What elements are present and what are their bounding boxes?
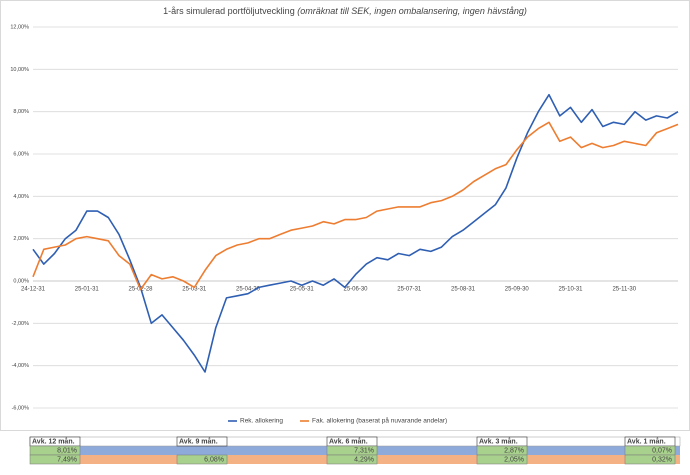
header-text: Avk. 1 mån.: [627, 437, 666, 445]
x-tick-label: 25-04-30: [236, 287, 261, 293]
x-tick-label: 25-06-30: [343, 287, 368, 293]
x-tick-label: 25-01-31: [75, 287, 100, 293]
value-cell: [326, 454, 378, 465]
header-text: Avk. 3 mån.: [479, 437, 518, 445]
y-tick-label: -2,00%: [12, 321, 30, 327]
value-text: 0,32%: [652, 456, 672, 463]
value-cell: [29, 454, 81, 465]
header-text: Avk. 12 mån.: [32, 437, 75, 445]
x-tick-label: 25-11-30: [612, 287, 636, 293]
x-tick-label: 25-07-31: [397, 287, 422, 293]
value-text: 4,29%: [354, 456, 374, 463]
header-cell: [176, 436, 228, 447]
value-text: 2,05%: [504, 456, 524, 463]
series-line: [32, 121, 679, 291]
y-tick-label: 6,00%: [13, 151, 29, 157]
y-tick-label: -4,00%: [12, 363, 30, 369]
x-tick-label: 25-10-31: [558, 287, 583, 293]
chart-frame: [0, 0, 690, 431]
y-tick-label: 2,00%: [13, 236, 29, 242]
title-main: 1-års simulerad portföljutveckling: [163, 6, 295, 16]
value-cell: [176, 454, 228, 465]
x-tick-label: 25-05-31: [290, 287, 315, 293]
chart-title: 1-års simulerad portföljutveckling (omrä…: [163, 6, 527, 16]
legend-label: Fak. allokering (baserat på nuvarande an…: [312, 417, 447, 425]
value-text: 6,08%: [204, 456, 224, 463]
value-text: 0,07%: [652, 447, 672, 454]
value-text: 8,01%: [57, 447, 77, 454]
legend-label: Rek. allokering: [240, 418, 283, 425]
value-text: 7,31%: [354, 447, 374, 454]
y-tick-label: 0,00%: [13, 278, 29, 284]
y-tick-label: 4,00%: [13, 194, 29, 200]
value-text: 7,49%: [57, 456, 77, 463]
header-text: Avk. 9 mån.: [179, 437, 218, 445]
value-cell: [624, 454, 676, 465]
x-tick-label: 25-09-30: [505, 287, 530, 293]
y-tick-label: 10,00%: [10, 67, 29, 73]
header-text: Avk. 6 mån.: [329, 437, 368, 445]
value-text: 2,87%: [504, 447, 524, 454]
y-tick-label: 8,00%: [13, 109, 29, 115]
x-tick-label: 24-12-31: [21, 287, 46, 293]
value-cell: [476, 454, 528, 465]
x-tick-label: 25-08-31: [451, 287, 476, 293]
series-line: [32, 93, 679, 373]
y-tick-label: -6,00%: [12, 405, 30, 411]
y-tick-label: 12,00%: [10, 24, 29, 30]
x-tick-label: 25-03-31: [182, 287, 207, 293]
title-note: (omräknat till SEK, ingen ombalansering,…: [297, 6, 527, 16]
